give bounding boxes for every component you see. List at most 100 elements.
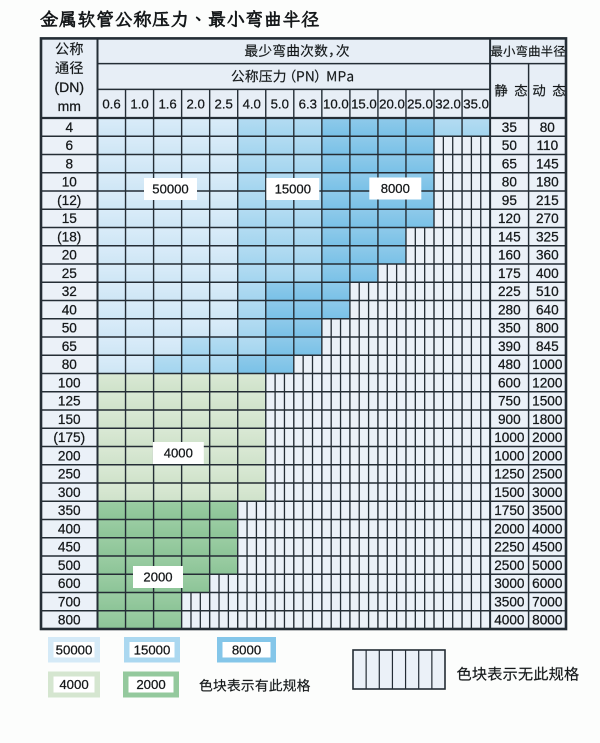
svg-text:2.0: 2.0 [186, 96, 204, 111]
svg-text:1200: 1200 [532, 375, 563, 390]
svg-text:6.3: 6.3 [299, 96, 317, 111]
svg-text:6: 6 [65, 138, 73, 153]
svg-text:250: 250 [58, 467, 81, 482]
svg-text:450: 450 [58, 540, 81, 555]
svg-text:1.0: 1.0 [130, 96, 148, 111]
svg-text:40: 40 [62, 302, 78, 317]
svg-text:15: 15 [62, 211, 77, 226]
svg-text:4000: 4000 [494, 613, 525, 628]
svg-text:200: 200 [58, 448, 81, 463]
svg-text:110: 110 [536, 138, 558, 153]
svg-text:400: 400 [58, 521, 81, 536]
svg-text:510: 510 [536, 284, 559, 299]
svg-text:125: 125 [58, 394, 81, 409]
svg-text:80: 80 [62, 357, 78, 372]
svg-text:50: 50 [62, 321, 78, 336]
svg-text:1250: 1250 [494, 467, 525, 482]
svg-text:390: 390 [498, 339, 521, 354]
svg-text:4000: 4000 [164, 446, 193, 461]
svg-text:3500: 3500 [494, 594, 525, 609]
svg-text:1500: 1500 [494, 485, 525, 500]
svg-text:1800: 1800 [532, 412, 563, 427]
svg-text:2000: 2000 [136, 677, 165, 692]
svg-text:2000: 2000 [494, 521, 525, 536]
svg-text:360: 360 [536, 248, 559, 263]
svg-text:800: 800 [536, 321, 559, 336]
svg-text:32.0: 32.0 [435, 96, 461, 111]
svg-text:1000: 1000 [532, 357, 563, 372]
svg-text:1.6: 1.6 [158, 96, 176, 111]
svg-text:2000: 2000 [532, 430, 563, 445]
svg-text:20: 20 [62, 248, 78, 263]
svg-text:145: 145 [536, 156, 559, 171]
svg-text:215: 215 [536, 193, 559, 208]
svg-text:180: 180 [536, 175, 559, 190]
svg-text:800: 800 [58, 613, 81, 628]
svg-text:600: 600 [498, 375, 521, 390]
svg-text:1000: 1000 [494, 448, 525, 463]
svg-text:400: 400 [536, 266, 559, 281]
svg-text:7000: 7000 [532, 594, 563, 609]
svg-text:4.0: 4.0 [243, 96, 261, 111]
svg-text:270: 270 [536, 211, 559, 226]
svg-text:300: 300 [58, 485, 81, 500]
svg-text:(18): (18) [57, 229, 81, 244]
svg-text:20.0: 20.0 [379, 96, 405, 111]
svg-text:50000: 50000 [56, 642, 93, 657]
svg-text:500: 500 [58, 558, 81, 573]
svg-text:2250: 2250 [494, 540, 525, 555]
svg-text:2500: 2500 [494, 558, 525, 573]
svg-text:65: 65 [62, 339, 77, 354]
svg-text:10: 10 [62, 175, 78, 190]
svg-text:5000: 5000 [532, 558, 563, 573]
svg-text:6000: 6000 [532, 576, 563, 591]
svg-text:3500: 3500 [532, 503, 563, 518]
svg-text:640: 640 [536, 302, 559, 317]
svg-text:8000: 8000 [381, 181, 410, 196]
svg-text:2000: 2000 [143, 570, 172, 585]
svg-text:700: 700 [58, 594, 81, 609]
svg-text:2.5: 2.5 [215, 96, 233, 111]
svg-text:35: 35 [502, 120, 517, 135]
svg-text:350: 350 [498, 321, 521, 336]
svg-text:4000: 4000 [532, 521, 563, 536]
svg-text:0.6: 0.6 [102, 96, 120, 111]
svg-text:95: 95 [502, 193, 517, 208]
svg-text:10.0: 10.0 [323, 96, 349, 111]
svg-text:225: 225 [498, 284, 521, 299]
svg-text:280: 280 [498, 302, 521, 317]
svg-text:145: 145 [498, 229, 521, 244]
svg-text:50000: 50000 [152, 182, 188, 197]
svg-text:4000: 4000 [59, 677, 88, 692]
svg-text:32: 32 [62, 284, 77, 299]
svg-text:mm: mm [58, 98, 81, 114]
svg-text:600: 600 [58, 576, 81, 591]
svg-text:15000: 15000 [134, 642, 171, 657]
svg-text:1500: 1500 [532, 394, 563, 409]
svg-text:175: 175 [498, 266, 521, 281]
svg-text:15000: 15000 [275, 182, 311, 197]
svg-text:900: 900 [498, 412, 521, 427]
svg-text:50: 50 [502, 138, 518, 153]
svg-text:325: 325 [536, 229, 559, 244]
svg-text:(12): (12) [57, 193, 81, 208]
svg-text:25.0: 25.0 [407, 96, 433, 111]
svg-text:100: 100 [58, 375, 81, 390]
svg-text:750: 750 [498, 394, 521, 409]
svg-text:1750: 1750 [494, 503, 525, 518]
svg-text:4: 4 [65, 120, 73, 135]
svg-text:80: 80 [540, 120, 556, 135]
svg-text:480: 480 [498, 357, 521, 372]
svg-text:35.0: 35.0 [463, 96, 489, 111]
svg-text:80: 80 [502, 175, 518, 190]
svg-text:5.0: 5.0 [271, 96, 289, 111]
svg-text:8000: 8000 [232, 642, 261, 657]
svg-text:(175): (175) [53, 430, 85, 445]
svg-text:350: 350 [58, 503, 81, 518]
svg-text:1000: 1000 [494, 430, 525, 445]
svg-text:160: 160 [498, 248, 521, 263]
svg-text:65: 65 [502, 156, 517, 171]
svg-text:8000: 8000 [532, 613, 563, 628]
svg-text:3000: 3000 [494, 576, 525, 591]
svg-text:15.0: 15.0 [351, 96, 377, 111]
